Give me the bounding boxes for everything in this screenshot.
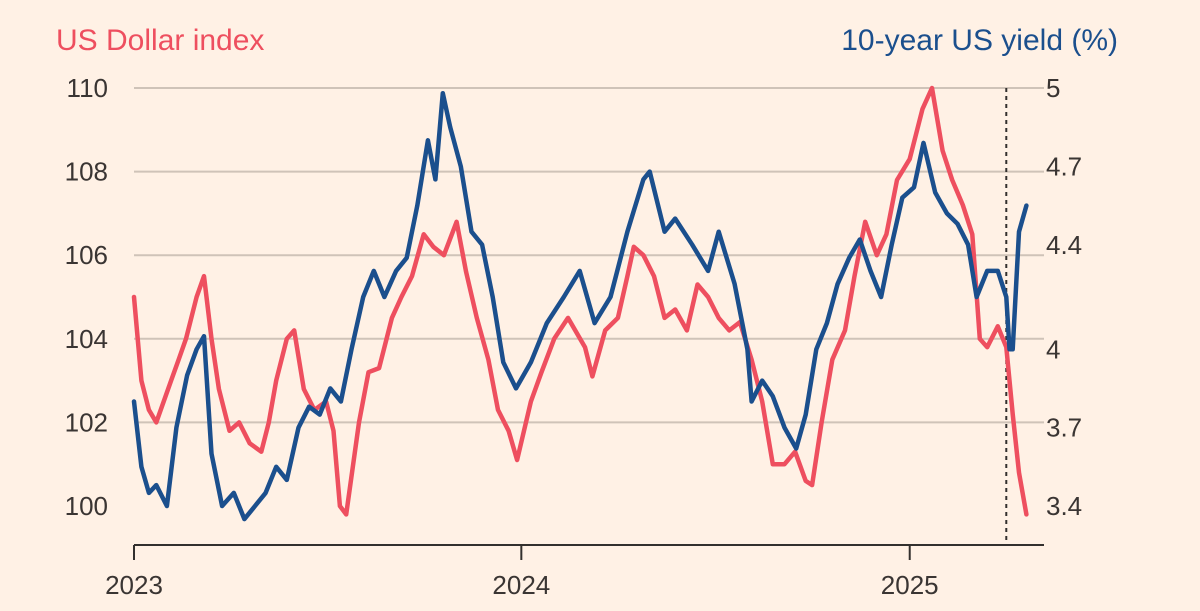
y-left-tick-label: 106: [65, 240, 108, 270]
left-axis-title: US Dollar index: [56, 24, 264, 57]
x-tick-label: 2023: [105, 570, 163, 600]
right-axis-title: 10-year US yield (%): [841, 24, 1118, 57]
dollar-index-line: [131, 85, 1029, 517]
gridlines: [134, 87, 1044, 424]
y-left-tick-label: 100: [65, 491, 108, 521]
y-left-tick-label: 102: [65, 407, 108, 437]
us-10y-yield-line: [131, 90, 1029, 522]
y-right-tick-label: 3.7: [1046, 413, 1082, 443]
right-y-axis: 3.4 3.7 4 4.4 4.7 5: [1046, 73, 1082, 521]
y-left-tick-label: 108: [65, 157, 108, 187]
y-left-tick-label: 110: [67, 73, 108, 103]
series-layer: [131, 85, 1029, 522]
y-right-tick-label: 4: [1046, 334, 1060, 364]
y-right-tick-label: 4.7: [1046, 151, 1082, 181]
left-y-axis: 100 102 104 106 108 110: [65, 73, 108, 521]
y-right-tick-label: 4.4: [1046, 230, 1082, 260]
x-tick-label: 2025: [881, 570, 939, 600]
x-tick-label: 2024: [492, 570, 550, 600]
x-axis: 2023 2024 2025: [105, 545, 939, 600]
y-right-tick-label: 5: [1046, 73, 1060, 103]
y-right-tick-label: 3.4: [1046, 491, 1082, 521]
y-left-tick-label: 104: [65, 324, 108, 354]
